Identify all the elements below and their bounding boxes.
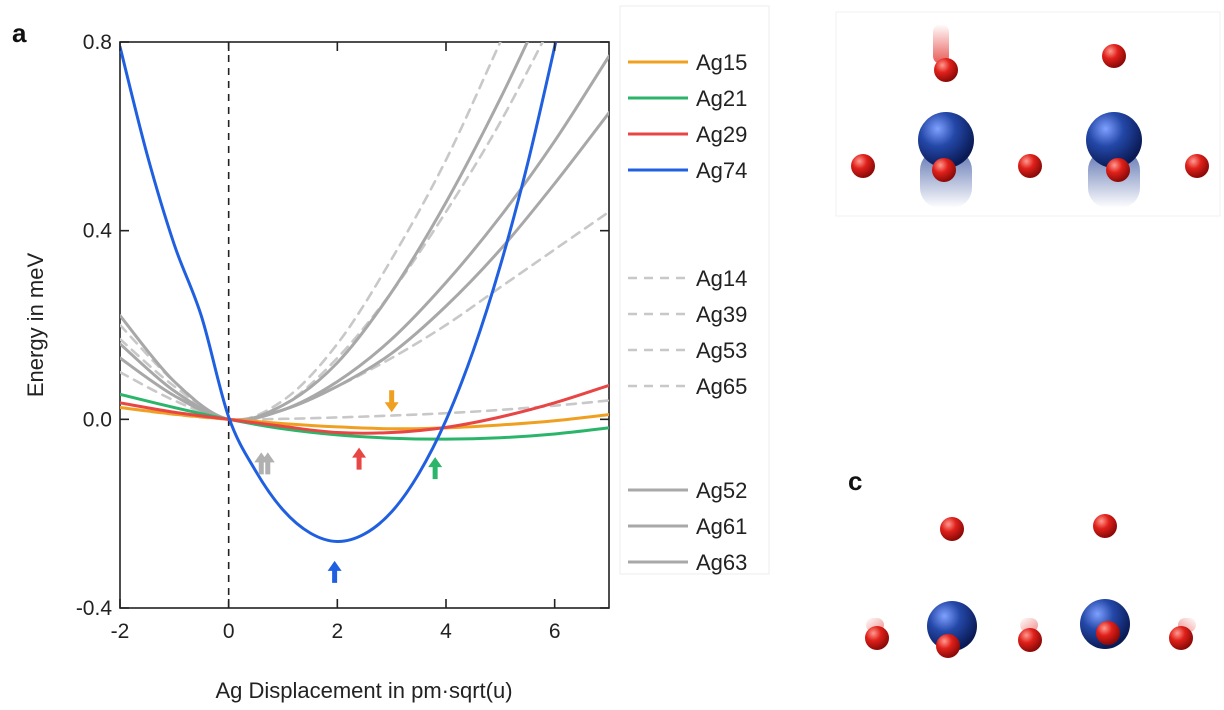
ag-atom <box>1086 112 1142 168</box>
o-atom <box>1106 158 1130 182</box>
minimum-arrow-ag15 <box>384 390 399 413</box>
series-line-ag63 <box>120 42 530 422</box>
series-line-ag53 <box>120 42 545 422</box>
legend-label-ag39: Ag39 <box>696 302 747 327</box>
series-line-ag74 <box>120 42 558 544</box>
y-ticks: -0.4 0.0 0.4 0.8 <box>76 31 609 620</box>
minimum-markers <box>254 390 443 583</box>
legend-label-ag63: Ag63 <box>696 550 747 575</box>
series-line-ag39 <box>120 210 609 421</box>
legend-label-ag29: Ag29 <box>696 122 747 147</box>
o-atom <box>932 158 956 182</box>
x-axis-title: Ag Displacement in pm·sqrt(u) <box>215 678 512 703</box>
y-axis-title: Energy in meV <box>23 253 48 398</box>
legend-label-ag15: Ag15 <box>696 50 747 75</box>
legend-box <box>619 5 770 575</box>
o-atom <box>936 634 960 658</box>
minimum-arrow-ag74 <box>327 560 342 583</box>
minimum-arrow-ag21 <box>428 457 443 480</box>
series-line-ag29 <box>120 383 609 435</box>
legend-label-ag61: Ag61 <box>696 514 747 539</box>
panel-label-c: c <box>848 466 862 496</box>
o-atom <box>1018 628 1042 652</box>
o-atom <box>1096 621 1120 645</box>
o-atom <box>1093 514 1117 538</box>
panel-label-a: a <box>12 18 27 48</box>
legend-label-ag65: Ag65 <box>696 374 747 399</box>
o-atom <box>934 58 958 82</box>
series-layer <box>120 42 609 544</box>
legend-label-ag52: Ag52 <box>696 478 747 503</box>
minimum-arrow-gray <box>260 452 275 475</box>
o-atom <box>865 626 889 650</box>
legend-label-ag74: Ag74 <box>696 158 747 183</box>
legend-label-ag21: Ag21 <box>696 86 747 111</box>
o-atom <box>1018 154 1042 178</box>
x-tick-label: 2 <box>331 620 343 643</box>
o-atom <box>1169 626 1193 650</box>
series-line-ag21 <box>120 392 609 441</box>
y-tick-label: 0.4 <box>83 220 113 243</box>
x-ticks: -2 0 2 4 6 <box>111 42 561 643</box>
x-tick-label: 6 <box>549 620 561 643</box>
o-atom <box>1102 44 1126 68</box>
panel-b-structure <box>835 11 1221 217</box>
y-tick-label: -0.4 <box>76 597 113 620</box>
legend-label-ag14: Ag14 <box>696 266 747 291</box>
y-tick-label: 0.0 <box>83 408 112 431</box>
x-tick-label: 4 <box>440 620 452 643</box>
plot-area: -2 0 2 4 6 -0.4 0.0 0.4 0.8 <box>76 31 610 643</box>
minimum-arrow-ag29 <box>352 447 367 470</box>
atom-motion-trail <box>1020 618 1038 632</box>
ag-atom <box>918 112 974 168</box>
atom-motion-trail <box>933 24 949 64</box>
x-tick-label: 0 <box>223 620 235 643</box>
x-tick-label: -2 <box>111 620 130 643</box>
o-atom <box>1185 154 1209 178</box>
legend: Ag15 Ag21 Ag29 Ag74 Ag14 Ag39 Ag53 Ag65 Ag52 Ag61… <box>619 5 770 575</box>
series-line-ag65 <box>120 42 502 422</box>
o-atom <box>940 517 964 541</box>
panel-b-frame <box>835 11 1221 217</box>
legend-label-ag53: Ag53 <box>696 338 747 363</box>
panel-c-structure <box>865 514 1196 658</box>
series-line-ag61 <box>120 54 609 422</box>
y-tick-label: 0.8 <box>83 31 112 54</box>
o-atom <box>851 154 875 178</box>
